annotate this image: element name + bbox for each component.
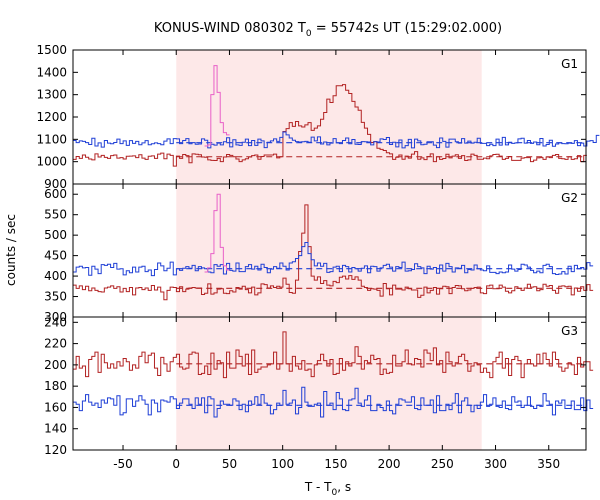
- x-tick-label: 50: [222, 457, 237, 471]
- x-tick-label: 250: [431, 457, 454, 471]
- series-blue-g1: [73, 131, 600, 149]
- y-tick-label: 1300: [36, 88, 67, 102]
- y-tick-label: 450: [44, 249, 67, 263]
- panel-g1: 900 1000 1100 1200 1300 1400 1500 G1: [36, 43, 600, 191]
- y-tick-label: 600: [44, 187, 67, 201]
- series-red-g3: [73, 331, 594, 379]
- y-tick-label: 1100: [36, 132, 67, 146]
- y-tick-label: 140: [44, 422, 67, 436]
- panel-frame: [72, 316, 587, 451]
- panel-label: G1: [561, 57, 578, 71]
- x-tick-label: 0: [172, 457, 180, 471]
- y-tick-label: 350: [44, 290, 67, 304]
- y-tick-label: 200: [44, 358, 67, 372]
- shaded-interval: [176, 317, 482, 450]
- series-pink-g1: [204, 65, 230, 147]
- x-axis-label: T - T0, s: [304, 480, 351, 498]
- panel-label: G3: [561, 324, 578, 338]
- y-tick-label: 220: [44, 337, 67, 351]
- y-tick-label: 1500: [36, 43, 67, 57]
- y-tick-label: 900: [44, 177, 67, 191]
- series-red-g1: [73, 84, 587, 167]
- x-tick-label: 100: [271, 457, 294, 471]
- y-tick-label: 300: [44, 310, 67, 324]
- chart-title: KONUS-WIND 080302 T0 = 55742s UT (15:29:…: [154, 21, 502, 39]
- y-tick-label: 240: [44, 315, 67, 329]
- shaded-interval: [176, 184, 482, 317]
- panels-group: 900100011001200130014001500G130035040045…: [36, 43, 600, 471]
- y-tick-label: 550: [44, 208, 67, 222]
- series-blue-g3: [73, 386, 594, 418]
- y-tick-label: 1000: [36, 155, 67, 169]
- y-tick-label: 120: [44, 443, 67, 457]
- y-tick-label: 1200: [36, 110, 67, 124]
- y-axis-label: counts / sec: [4, 214, 18, 286]
- x-tick-label: 350: [537, 457, 560, 471]
- y-tick-label: 160: [44, 400, 67, 414]
- y-tick-label: 400: [44, 269, 67, 283]
- panel-g2: 300 350 400 450 500 550 600 G2: [44, 183, 594, 324]
- series-blue-g2: [73, 242, 594, 277]
- x-tick-label: -50: [113, 457, 133, 471]
- x-tick-label: 200: [378, 457, 401, 471]
- panel-g3: 120 140 160 180 200 220 240 G3 -50 0 50 100 150 200 25…: [44, 315, 594, 471]
- y-tick-label: 500: [44, 228, 67, 242]
- series-pink-g2: [204, 193, 230, 273]
- shaded-interval: [176, 50, 482, 184]
- y-tick-label: 180: [44, 379, 67, 393]
- panel-label: G2: [561, 191, 578, 205]
- series-red-g2: [73, 204, 594, 301]
- x-tick-label: 300: [484, 457, 507, 471]
- y-tick-label: 1400: [36, 65, 67, 79]
- x-tick-label: 150: [324, 457, 347, 471]
